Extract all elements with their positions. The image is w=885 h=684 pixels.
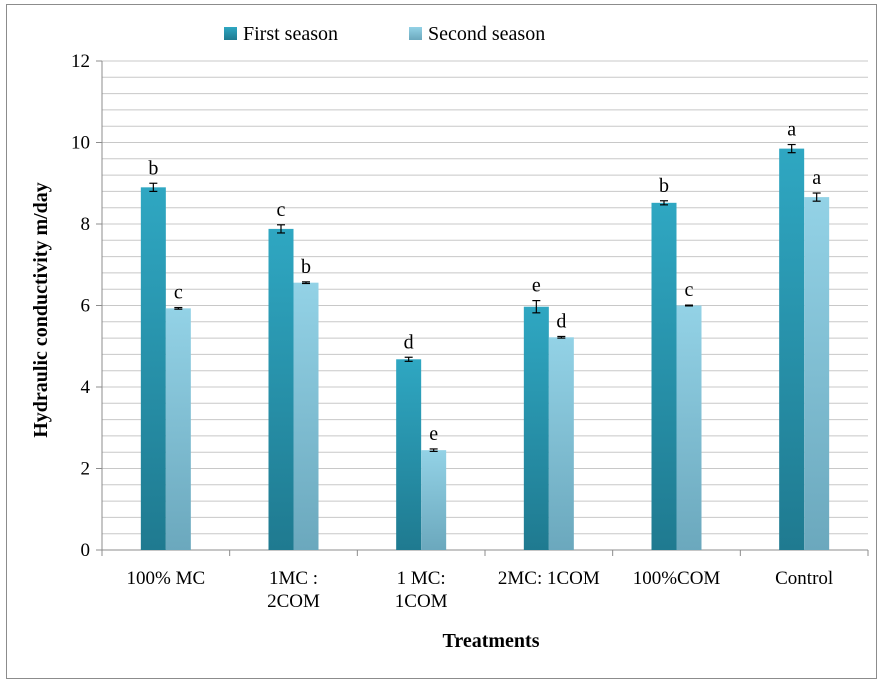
significance-letter: e — [429, 423, 438, 445]
axes — [96, 60, 869, 556]
significance-letter: a — [787, 119, 796, 141]
y-tick-label: 2 — [81, 459, 91, 480]
bar-second-season — [676, 305, 702, 550]
category-label: 1 MC: 1COM — [395, 568, 448, 612]
grid-lines — [102, 60, 868, 535]
bar-first-season — [779, 148, 805, 551]
bar-first-season — [523, 306, 549, 550]
bar-second-season — [548, 337, 574, 550]
bar-first-season — [268, 228, 294, 550]
legend: First season Second season — [224, 23, 545, 45]
y-tick-label: 10 — [71, 133, 90, 154]
y-axis-title: Hydraulic conductivity m/day — [30, 182, 52, 438]
y-tick-label: 4 — [81, 377, 91, 398]
significance-letter: b — [148, 157, 158, 179]
y-tick-label: 0 — [81, 540, 91, 561]
bar-first-season — [396, 359, 422, 550]
category-label: 100% MC — [127, 568, 206, 589]
bar-second-season — [804, 197, 830, 551]
significance-letter: d — [404, 331, 414, 353]
significance-letter: c — [277, 199, 286, 221]
chart-frame: 0 2 4 6 8 10 12 100% MC b c 1MC :2COM c b 1 MC: 1COM d e… — [6, 4, 877, 679]
significance-letter: b — [301, 256, 311, 278]
category-label: 100%COM — [633, 568, 721, 589]
y-tick-label: 6 — [81, 296, 91, 317]
significance-letter: e — [532, 275, 541, 297]
legend-label-second-season: Second season — [428, 23, 545, 45]
legend-swatch-first-season — [224, 27, 237, 40]
bar-second-season — [293, 282, 319, 550]
bar-first-season — [140, 187, 166, 550]
bar-first-season — [651, 202, 677, 550]
significance-letter: c — [685, 279, 694, 301]
category-label: 2MC: 1COM — [498, 568, 600, 589]
significance-letter: b — [659, 175, 669, 197]
category-label: 1MC :2COM — [267, 568, 320, 612]
legend-swatch-second-season — [409, 27, 422, 40]
significance-letter: a — [812, 167, 821, 189]
legend-label-first-season: First season — [243, 23, 338, 45]
category-label: Control — [775, 568, 833, 589]
significance-letter: d — [556, 310, 566, 332]
bars — [140, 143, 830, 551]
significance-letter: c — [174, 282, 183, 304]
bar-second-season — [165, 308, 191, 550]
bar-second-season — [421, 450, 447, 550]
y-tick-label: 8 — [81, 214, 91, 235]
x-axis-title: Treatments — [442, 630, 539, 652]
y-tick-label: 12 — [71, 51, 90, 72]
